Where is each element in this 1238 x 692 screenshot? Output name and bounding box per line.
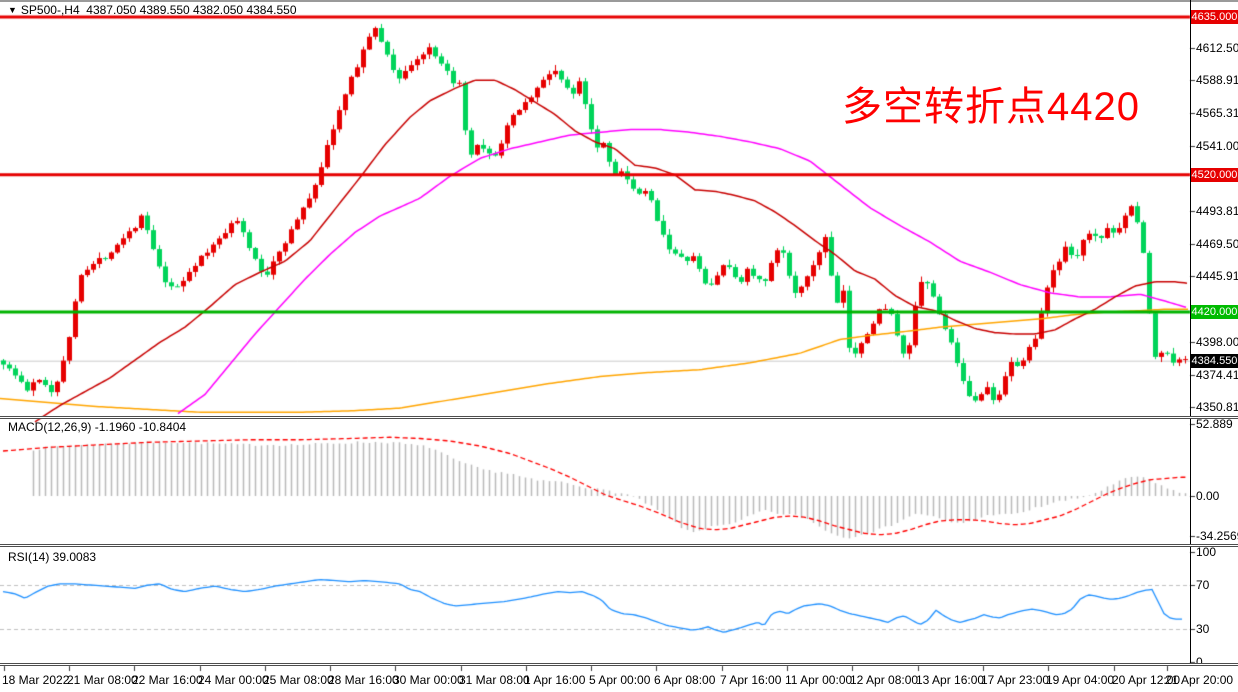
macd-axis-label: 52.889 [1196, 417, 1233, 431]
price-axis-label: 4350.815 [1196, 400, 1238, 414]
rsi-axis-label: 0 [1196, 655, 1203, 669]
price-badge: 4420.000 [1191, 305, 1238, 320]
price-badge: 4635.000 [1191, 10, 1238, 24]
pane-separator-main-macd[interactable] [0, 416, 1238, 419]
price-axis-label: 4588.910 [1196, 73, 1238, 88]
time-axis-label: 11 Apr 00:00 [785, 673, 853, 687]
price-axis-border [1190, 0, 1191, 664]
tick-direction-down-icon: ▼ [8, 5, 17, 15]
price-axis-label: 4469.505 [1196, 237, 1238, 252]
time-axis-label: 12 Apr 08:00 [850, 673, 919, 687]
time-axis-label: 24 Mar 00:00 [198, 673, 269, 687]
time-axis-label: 30 Mar 00:00 [393, 673, 464, 687]
price-badge: 4384.550 [1191, 353, 1238, 368]
macd-axis-label: -34.2569 [1196, 529, 1238, 543]
time-axis-label: 31 Mar 08:00 [459, 673, 530, 687]
window-top-border [0, 0, 1238, 2]
price-axis-label: 4541.005 [1196, 138, 1238, 153]
rsi-axis-label: 70 [1196, 578, 1210, 592]
pane-separator-rsi-timeaxis[interactable] [0, 663, 1238, 666]
time-axis-label: 25 Mar 08:00 [263, 673, 334, 687]
pane-separator-macd-rsi[interactable] [0, 544, 1238, 547]
rsi-axis-label: 100 [1196, 545, 1217, 559]
chart-ohlc-info: ▼ SP500-,H4 4387.050 4389.550 4382.050 43… [8, 3, 297, 17]
time-axis-label: 28 Mar 16:00 [328, 673, 399, 687]
symbol-ohlc-text: SP500-,H4 4387.050 4389.550 4382.050 438… [20, 3, 297, 17]
time-axis-label: 6 Apr 08:00 [654, 673, 716, 687]
time-axis-label: 18 Mar 2022 [2, 673, 70, 687]
time-axis-label: 1 Apr 16:00 [524, 673, 586, 687]
chart-annotation-text: 多空转折点4420 [842, 85, 1140, 129]
time-axis-label: 21 Apr 20:00 [1165, 673, 1234, 687]
macd-axis-label: 0.00 [1196, 489, 1220, 503]
macd-indicator-label: MACD(12,26,9) -1.1960 -10.8404 [8, 420, 187, 434]
rsi-axis-label: 30 [1196, 622, 1210, 636]
price-axis-label: 4445.910 [1196, 269, 1238, 284]
time-axis-label: 19 Apr 04:00 [1046, 673, 1115, 687]
price-badge: 4520.000 [1191, 167, 1238, 182]
price-axis-label: 4398.005 [1196, 335, 1238, 350]
rsi-indicator-label: RSI(14) 39.0083 [8, 550, 97, 564]
time-axis-label: 20 Apr 12:00 [1112, 673, 1181, 687]
price-axis-label: 4374.410 [1196, 367, 1238, 382]
time-axis-label: 21 Mar 08:00 [67, 673, 138, 687]
time-axis-label: 5 Apr 00:00 [589, 673, 651, 687]
time-axis-label: 17 Apr 23:00 [981, 673, 1050, 687]
price-axis-label: 4493.815 [1196, 203, 1238, 218]
price-axis-label: 4565.315 [1196, 105, 1238, 120]
time-axis-label: 7 Apr 16:00 [720, 673, 782, 687]
price-axis-label: 4612.505 [1196, 40, 1238, 55]
time-axis-label: 22 Mar 16:00 [132, 673, 203, 687]
time-axis-label: 13 Apr 16:00 [916, 673, 985, 687]
